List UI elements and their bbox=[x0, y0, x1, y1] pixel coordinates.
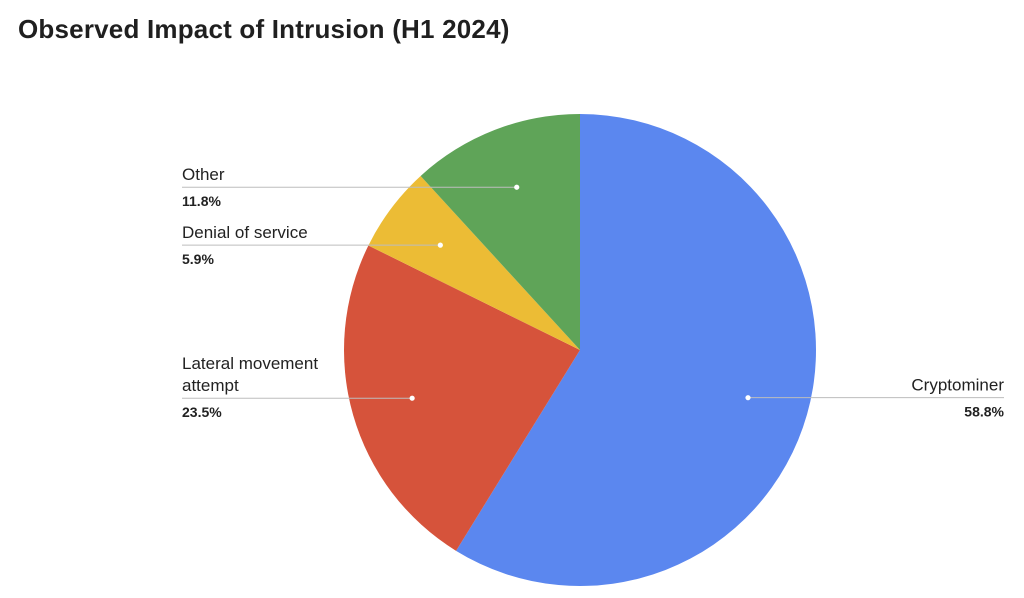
pie-slice-cryptominer bbox=[456, 114, 816, 586]
leader-dot-cryptominer bbox=[745, 395, 751, 401]
leader-dot-denial-of-service bbox=[437, 242, 443, 248]
slice-value-label-denial-of-service: 5.9% bbox=[182, 251, 214, 267]
pie-slice-lateral-movement-attempt bbox=[343, 245, 580, 551]
leader-dot-other bbox=[514, 184, 520, 190]
slice-value-label-lateral-movement-attempt: 23.5% bbox=[182, 404, 222, 420]
chart-title: Observed Impact of Intrusion (H1 2024) bbox=[18, 14, 510, 44]
slices-layer bbox=[343, 114, 816, 586]
pie-slice-denial-of-service bbox=[368, 175, 580, 350]
slice-label-lateral-movement-attempt-line-2: attempt bbox=[182, 376, 239, 395]
slice-label-denial-of-service: Denial of service bbox=[182, 223, 308, 242]
pie-slice-other bbox=[420, 114, 580, 350]
labels-layer: Cryptominer 58.8% Lateral movement attempt 2… bbox=[182, 165, 1005, 420]
slice-label-cryptominer: Cryptominer bbox=[911, 376, 1004, 395]
slice-label-other: Other bbox=[182, 165, 225, 184]
slice-value-label-other: 11.8% bbox=[182, 193, 221, 209]
slice-label-lateral-movement-attempt-line-1: Lateral movement bbox=[182, 354, 318, 373]
leader-dot-lateral-movement-attempt bbox=[409, 395, 415, 401]
slice-value-label-cryptominer: 58.8% bbox=[964, 404, 1004, 420]
